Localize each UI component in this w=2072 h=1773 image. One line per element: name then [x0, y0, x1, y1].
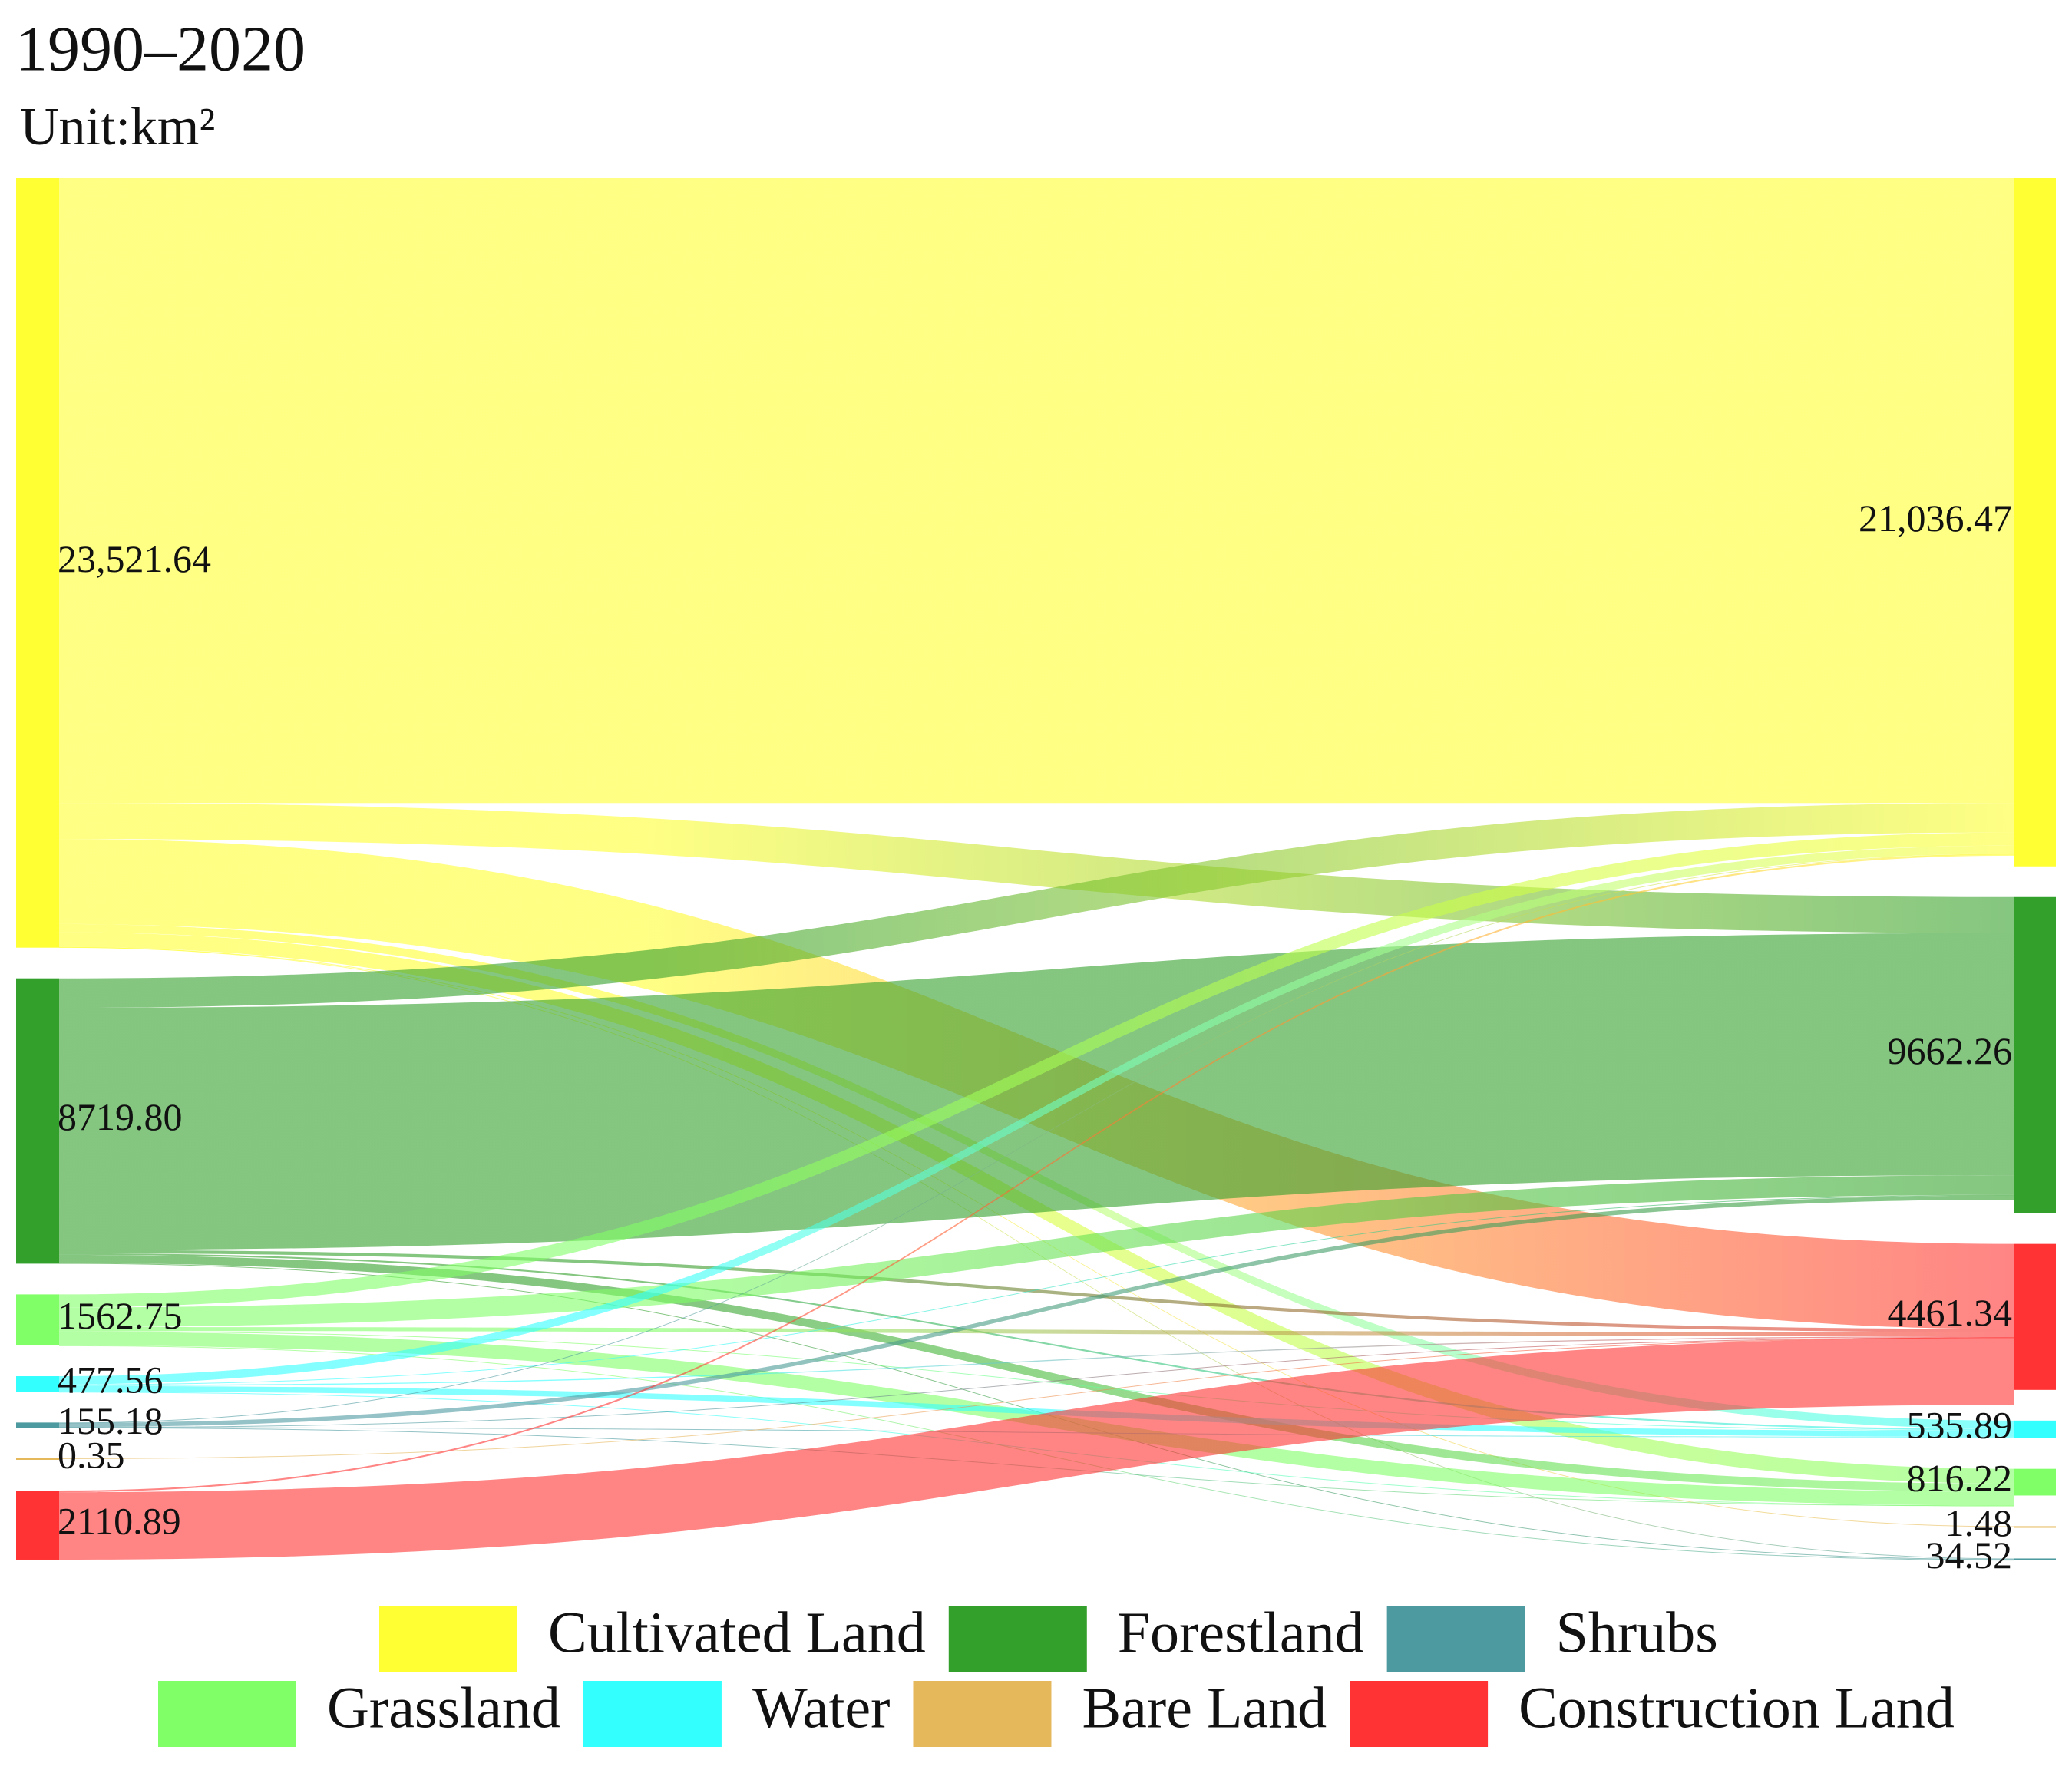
flow [59, 853, 2014, 1493]
node-2020 [2014, 1468, 2056, 1496]
node-label: 155.18 [58, 1399, 164, 1442]
flow [59, 1254, 2014, 1492]
flow [59, 1336, 2014, 1386]
legend-label: Cultivated Land [548, 1600, 926, 1665]
node-2020 [2014, 1243, 2056, 1390]
node-2020 [2014, 1558, 2056, 1560]
legend-label: Grassland [327, 1676, 560, 1740]
legend-swatch [948, 1606, 1087, 1672]
legend-label: Water [752, 1676, 891, 1740]
node-label: 1562.75 [58, 1294, 183, 1337]
legend-label: Forestland [1118, 1600, 1364, 1665]
flow [59, 178, 2014, 804]
node-2020 [2014, 1420, 2056, 1438]
node-label: 21,036.47 [1859, 497, 2012, 540]
legend-swatch [913, 1681, 1052, 1747]
flow [59, 803, 2014, 933]
node-label: 535.89 [1907, 1404, 2013, 1447]
flow [59, 1250, 2014, 1332]
legend-swatch [1350, 1681, 1489, 1747]
flow [59, 946, 2014, 1527]
node-label: 477.56 [58, 1359, 164, 1402]
legend-label: Shrubs [1556, 1600, 1718, 1665]
node-1990 [16, 1491, 59, 1560]
node-label: 9662.26 [1888, 1029, 2013, 1072]
flow [59, 1327, 2014, 1336]
flow [59, 1253, 2014, 1431]
flow [59, 1337, 2014, 1428]
flow [59, 933, 2014, 1250]
flow [59, 1385, 2014, 1437]
flow [59, 853, 2014, 1424]
node-label: 23,521.64 [58, 537, 211, 580]
flow [59, 803, 2014, 1009]
flow [59, 1337, 2014, 1560]
node-1990 [16, 178, 59, 948]
flow [59, 832, 2014, 1308]
links [59, 178, 2014, 1561]
flow [59, 1194, 2014, 1385]
node-2020 [2014, 896, 2056, 1213]
legend-swatch [1386, 1606, 1525, 1672]
legend-swatch [583, 1681, 722, 1747]
flow [59, 1175, 2014, 1328]
chart-subtitle: Unit:km² [20, 97, 215, 157]
legend-label: Bare Land [1082, 1676, 1327, 1740]
node-label: 0.35 [58, 1433, 125, 1476]
flow [59, 1195, 2014, 1428]
node-label: 1.48 [1945, 1501, 2013, 1544]
node-2020 [2014, 178, 2056, 867]
node-1990 [16, 1376, 59, 1392]
legend-swatch [158, 1681, 296, 1747]
flow [59, 845, 2014, 1385]
node-1990 [16, 1458, 59, 1461]
legend-swatch [379, 1606, 517, 1672]
node-label: 816.22 [1907, 1457, 2013, 1500]
node-1990 [16, 1294, 59, 1346]
node-label: 2110.89 [58, 1499, 181, 1542]
node-label: 34.52 [1926, 1534, 2013, 1577]
flow [59, 1337, 2014, 1460]
legend-label: Construction Land [1518, 1676, 1955, 1740]
node-1990 [16, 1422, 59, 1428]
node-1990 [16, 978, 59, 1264]
node-2020 [2014, 1526, 2056, 1528]
flow [59, 1331, 2014, 1431]
node-label: 8719.80 [58, 1095, 183, 1138]
node-label: 4461.34 [1888, 1291, 2013, 1334]
chart-title: 1990–2020 [15, 13, 306, 84]
